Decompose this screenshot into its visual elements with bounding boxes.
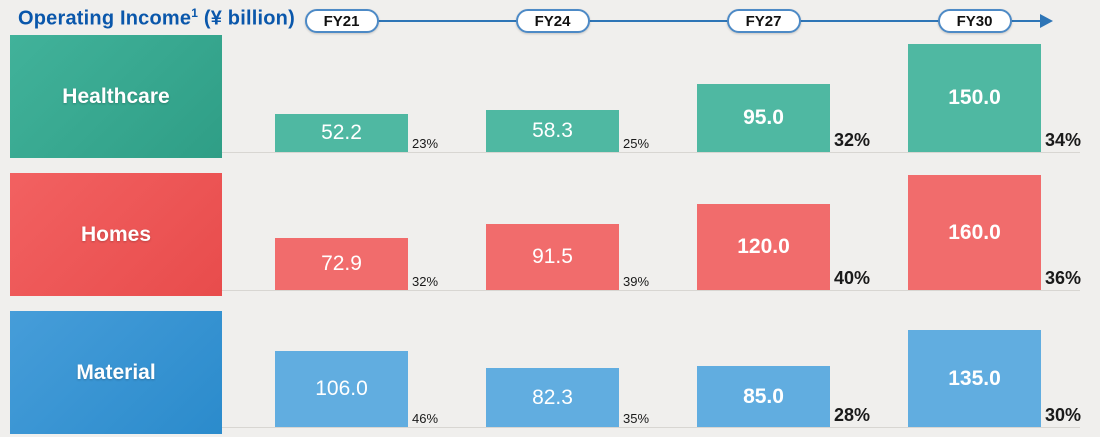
- bar-material-fy27: 85.0: [697, 366, 830, 427]
- bar-homes-fy24: 91.5: [486, 224, 619, 290]
- bar-healthcare-fy27: 95.0: [697, 84, 830, 152]
- margin-percent: 46%: [412, 410, 439, 426]
- margin-percent: 23%: [412, 135, 439, 151]
- margin-percent: 25%: [623, 135, 650, 151]
- bar-value: 72.9: [321, 252, 362, 275]
- bar-homes-fy21: 72.9: [275, 238, 408, 290]
- margin-percent: 40%: [834, 268, 871, 289]
- bar-value: 58.3: [532, 119, 573, 142]
- bar-healthcare-fy30: 150.0: [908, 44, 1041, 152]
- bar-material-fy30: 135.0: [908, 330, 1041, 427]
- bar-homes-fy27: 120.0: [697, 204, 830, 290]
- segment-label: Material: [76, 360, 156, 384]
- bar-value: 91.5: [532, 245, 573, 268]
- timeline-year-pill: FY21: [304, 9, 379, 33]
- bar-homes-fy30: 160.0: [908, 175, 1041, 290]
- title-unit: (¥ billion): [198, 7, 295, 30]
- timeline-line: [341, 20, 1041, 22]
- bar-value: 95.0: [743, 106, 784, 129]
- row-baseline: [222, 152, 1080, 153]
- bar-value: 82.3: [532, 385, 573, 409]
- segment-label: Healthcare: [62, 84, 170, 108]
- bar-value: 135.0: [948, 366, 1001, 390]
- bar-material-fy24: 82.3: [486, 368, 619, 427]
- timeline-year-pill: FY27: [726, 9, 801, 33]
- bar-value: 52.2: [321, 121, 362, 144]
- margin-percent: 34%: [1045, 130, 1082, 151]
- row-baseline: [222, 427, 1080, 428]
- bar-value: 120.0: [737, 235, 790, 258]
- margin-percent: 35%: [623, 410, 650, 426]
- bar-healthcare-fy24: 58.3: [486, 110, 619, 152]
- bar-material-fy21: 106.0: [275, 351, 408, 427]
- segment-label-box: Healthcare: [10, 35, 222, 158]
- timeline-arrow-icon: [1040, 14, 1053, 28]
- title-text: Operating Income: [18, 7, 192, 30]
- segment-label-box: Homes: [10, 173, 222, 296]
- margin-percent: 28%: [834, 405, 871, 426]
- margin-percent: 36%: [1045, 268, 1082, 289]
- bar-value: 106.0: [315, 377, 368, 400]
- timeline-year-pill: FY24: [515, 9, 590, 33]
- bar-value: 85.0: [743, 384, 784, 408]
- page-title: Operating Income1 (¥ billion): [18, 6, 295, 31]
- margin-percent: 32%: [412, 273, 439, 289]
- bar-value: 160.0: [948, 220, 1001, 244]
- segment-label: Homes: [80, 222, 152, 246]
- bar-value: 150.0: [948, 86, 1001, 109]
- title-footnote-marker: 1: [191, 6, 199, 20]
- margin-percent: 32%: [834, 130, 871, 151]
- margin-percent: 30%: [1045, 405, 1082, 426]
- timeline-year-pill: FY30: [937, 9, 1012, 33]
- segment-label-box: Material: [10, 311, 222, 434]
- bar-healthcare-fy21: 52.2: [275, 114, 408, 152]
- margin-percent: 39%: [623, 273, 650, 289]
- row-baseline: [222, 290, 1080, 291]
